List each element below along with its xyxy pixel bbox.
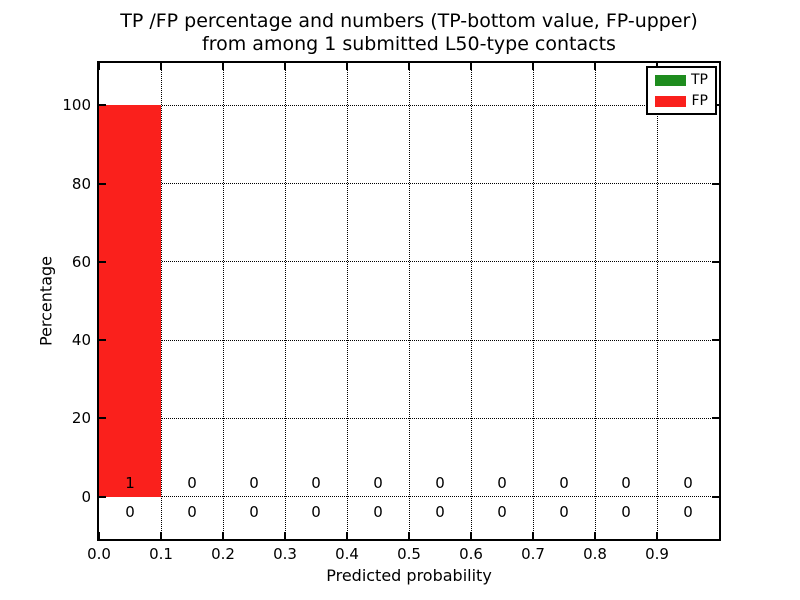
fp-count-label: 0 bbox=[435, 473, 445, 492]
x-tick-mark-top bbox=[470, 63, 472, 70]
x-tick-label-0.0: 0.0 bbox=[87, 545, 111, 563]
x-tick-label-0.9: 0.9 bbox=[645, 545, 669, 563]
fp-count-label: 0 bbox=[249, 473, 259, 492]
x-tick-mark-bottom bbox=[98, 532, 100, 539]
fp-count-label: 0 bbox=[497, 473, 507, 492]
y-tick-mark-right bbox=[712, 417, 719, 420]
x-tick-mark-top bbox=[284, 63, 286, 70]
x-tick-label-0.6: 0.6 bbox=[459, 545, 483, 563]
y-tick-label-100: 100 bbox=[62, 96, 91, 115]
gridline-x-0.2 bbox=[222, 63, 224, 539]
x-tick-mark-top bbox=[222, 63, 224, 70]
fp-count-label: 0 bbox=[373, 473, 383, 492]
y-tick-mark-left bbox=[99, 417, 106, 420]
x-tick-mark-top bbox=[346, 63, 348, 70]
tp-count-label: 0 bbox=[559, 502, 569, 521]
tp-count-label: 0 bbox=[311, 502, 321, 521]
x-tick-mark-bottom bbox=[532, 532, 534, 539]
chart-title-line2: from among 1 submitted L50-type contacts bbox=[202, 33, 616, 55]
y-tick-mark-left bbox=[99, 339, 106, 342]
fp-count-label: 0 bbox=[559, 473, 569, 492]
legend: TP FP bbox=[646, 66, 717, 115]
tp-count-label: 0 bbox=[125, 502, 135, 521]
tp-count-label: 0 bbox=[249, 502, 259, 521]
fp-count-label: 1 bbox=[125, 473, 135, 492]
y-tick-mark-left bbox=[99, 260, 106, 263]
x-tick-mark-bottom bbox=[222, 532, 224, 539]
tp-count-label: 0 bbox=[683, 502, 693, 521]
tp-count-label: 0 bbox=[435, 502, 445, 521]
fp-count-label: 0 bbox=[621, 473, 631, 492]
gridline-x-0.9 bbox=[656, 63, 658, 539]
x-tick-mark-top bbox=[98, 63, 100, 70]
x-tick-mark-bottom bbox=[346, 532, 348, 539]
y-tick-mark-left bbox=[99, 104, 106, 107]
x-tick-label-0.5: 0.5 bbox=[397, 545, 421, 563]
legend-entry-fp: FP bbox=[655, 94, 708, 108]
plot-area: 0 0 0 0 0 0 0 0 0 0 1 0 0 0 0 0 0 0 0 0 bbox=[97, 61, 721, 541]
x-tick-mark-top bbox=[408, 63, 410, 70]
x-tick-label-0.8: 0.8 bbox=[583, 545, 607, 563]
y-tick-mark-right bbox=[712, 339, 719, 342]
gridline-x-0.4 bbox=[346, 63, 348, 539]
fp-count-label: 0 bbox=[187, 473, 197, 492]
tp-count-label: 0 bbox=[373, 502, 383, 521]
gridline-x-0.3 bbox=[284, 63, 286, 539]
x-tick-mark-top bbox=[594, 63, 596, 70]
legend-swatch-tp-icon bbox=[655, 74, 686, 86]
gridline-x-0.6 bbox=[470, 63, 472, 539]
x-tick-label-0.2: 0.2 bbox=[211, 545, 235, 563]
gridline-x-0.8 bbox=[594, 63, 596, 539]
x-tick-mark-bottom bbox=[594, 532, 596, 539]
fp-bar bbox=[99, 105, 161, 497]
y-tick-mark-right bbox=[712, 495, 719, 498]
y-tick-label-80: 80 bbox=[71, 174, 91, 193]
x-tick-label-0.7: 0.7 bbox=[521, 545, 545, 563]
y-tick-label-40: 40 bbox=[71, 331, 91, 350]
legend-entry-tp: TP bbox=[655, 73, 708, 87]
y-tick-label-20: 20 bbox=[71, 409, 91, 428]
y-tick-label-60: 60 bbox=[71, 252, 91, 271]
x-tick-label-0.3: 0.3 bbox=[273, 545, 297, 563]
x-tick-mark-bottom bbox=[408, 532, 410, 539]
fp-count-label: 0 bbox=[311, 473, 321, 492]
x-tick-mark-bottom bbox=[656, 532, 658, 539]
x-tick-mark-bottom bbox=[284, 532, 286, 539]
y-tick-mark-left bbox=[99, 495, 106, 498]
legend-swatch-fp-icon bbox=[655, 95, 686, 107]
gridline-x-0.5 bbox=[408, 63, 410, 539]
x-axis-label: Predicted probability bbox=[326, 566, 492, 585]
y-tick-mark-right bbox=[712, 182, 719, 185]
tp-count-label: 0 bbox=[187, 502, 197, 521]
x-tick-mark-bottom bbox=[160, 532, 162, 539]
tp-count-label: 0 bbox=[621, 502, 631, 521]
y-tick-mark-left bbox=[99, 182, 106, 185]
x-tick-label-0.1: 0.1 bbox=[149, 545, 173, 563]
chart-title: TP /FP percentage and numbers (TP-bottom… bbox=[97, 10, 721, 56]
x-tick-mark-bottom bbox=[470, 532, 472, 539]
tp-count-label: 0 bbox=[497, 502, 507, 521]
legend-label-fp: FP bbox=[691, 93, 709, 109]
y-tick-label-0: 0 bbox=[81, 487, 91, 506]
chart-title-line1: TP /FP percentage and numbers (TP-bottom… bbox=[120, 10, 698, 32]
x-tick-label-0.4: 0.4 bbox=[335, 545, 359, 563]
y-tick-mark-right bbox=[712, 260, 719, 263]
gridline-x-0.7 bbox=[532, 63, 534, 539]
x-tick-mark-top bbox=[532, 63, 534, 70]
x-tick-mark-top bbox=[160, 63, 162, 70]
fp-count-label: 0 bbox=[683, 473, 693, 492]
gridline-x-0.1 bbox=[160, 63, 162, 539]
legend-label-tp: TP bbox=[691, 72, 708, 88]
